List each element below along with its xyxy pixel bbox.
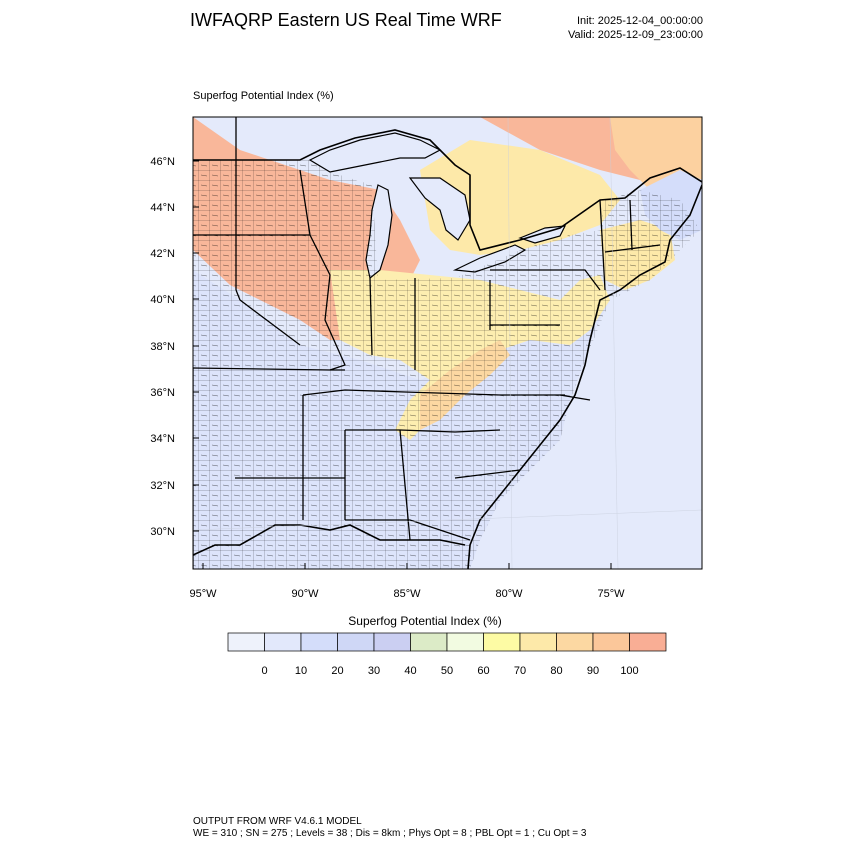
colorbar-cell bbox=[373, 632, 411, 652]
map-frame bbox=[192, 116, 703, 570]
canada-border bbox=[193, 129, 702, 251]
lat-label: 32°N bbox=[150, 480, 175, 492]
colorbar-tick-label: 100 bbox=[620, 665, 638, 677]
lake-superior bbox=[308, 132, 442, 173]
lake-huron bbox=[408, 177, 471, 241]
lon-label: 85°W bbox=[393, 588, 421, 600]
init-valid-times: Init: 2025-12-04_00:00:00 Valid: 2025-12… bbox=[568, 14, 703, 42]
graticule bbox=[193, 117, 702, 569]
longitude-axis: 95°W 90°W 85°W 80°W 75°W bbox=[189, 563, 625, 600]
colorbar-cell bbox=[592, 632, 630, 652]
lat-label: 36°N bbox=[150, 387, 175, 399]
colorbar-cell bbox=[300, 632, 338, 652]
colorbar-cell bbox=[446, 632, 484, 652]
colorbar-cell bbox=[410, 632, 448, 652]
chart-title: IWFAQRP Eastern US Real Time WRF bbox=[190, 10, 502, 30]
lat-label: 40°N bbox=[150, 294, 175, 306]
colorbar-tick-label: 40 bbox=[404, 665, 416, 677]
colorbar-cell bbox=[227, 632, 265, 652]
colorbar-cell bbox=[519, 632, 557, 652]
colorbar-tick-label: 80 bbox=[550, 665, 562, 677]
lon-label: 90°W bbox=[291, 588, 319, 600]
colorbar-tick-label: 50 bbox=[441, 665, 453, 677]
county-lines bbox=[193, 160, 700, 569]
colorbar-cell bbox=[629, 632, 667, 652]
lat-label: 46°N bbox=[150, 156, 175, 168]
colorbar-tick-label: 0 bbox=[261, 665, 267, 677]
valid-time: Valid: 2025-12-09_23:00:00 bbox=[568, 29, 703, 41]
colorbar-tick-label: 20 bbox=[331, 665, 343, 677]
lat-label: 34°N bbox=[150, 433, 175, 445]
colorbar: 0 10 20 30 40 50 60 70 80 90 100 bbox=[227, 632, 667, 677]
gulf-coastline bbox=[193, 524, 466, 556]
colorbar-tick-label: 70 bbox=[514, 665, 526, 677]
colorbar-tick-label: 90 bbox=[587, 665, 599, 677]
lat-label: 44°N bbox=[150, 202, 175, 214]
lon-label: 95°W bbox=[189, 588, 217, 600]
lat-label: 42°N bbox=[150, 248, 175, 260]
footer: OUTPUT FROM WRF V4.6.1 MODEL WE = 310 ; … bbox=[193, 816, 586, 840]
lon-label: 80°W bbox=[495, 588, 523, 600]
colorbar-cell bbox=[264, 632, 302, 652]
colorbar-tick-label: 10 bbox=[295, 665, 307, 677]
footer-config-line: WE = 310 ; SN = 275 ; Levels = 38 ; Dis … bbox=[193, 828, 587, 839]
atlantic-coastline bbox=[467, 184, 702, 569]
plot-field-label: Superfog Potential Index (%) bbox=[193, 90, 334, 102]
map-area bbox=[193, 117, 702, 569]
colorbar-tick-label: 60 bbox=[477, 665, 489, 677]
colorbar-cell bbox=[556, 632, 594, 652]
colorbar-cell bbox=[337, 632, 375, 652]
init-time: Init: 2025-12-04_00:00:00 bbox=[577, 15, 703, 27]
lat-label: 30°N bbox=[150, 526, 175, 538]
colorbar-tick-label: 30 bbox=[368, 665, 380, 677]
colorbar-title: Superfog Potential Index (%) bbox=[348, 614, 502, 628]
latitude-axis: 46°N 44°N 42°N 40°N 38°N 36°N 34°N 32°N 30°N bbox=[150, 156, 199, 538]
colorbar-cell bbox=[483, 632, 521, 652]
lon-label: 75°W bbox=[597, 588, 625, 600]
footer-model-line: OUTPUT FROM WRF V4.6.1 MODEL bbox=[193, 816, 362, 827]
lat-label: 38°N bbox=[150, 341, 175, 353]
